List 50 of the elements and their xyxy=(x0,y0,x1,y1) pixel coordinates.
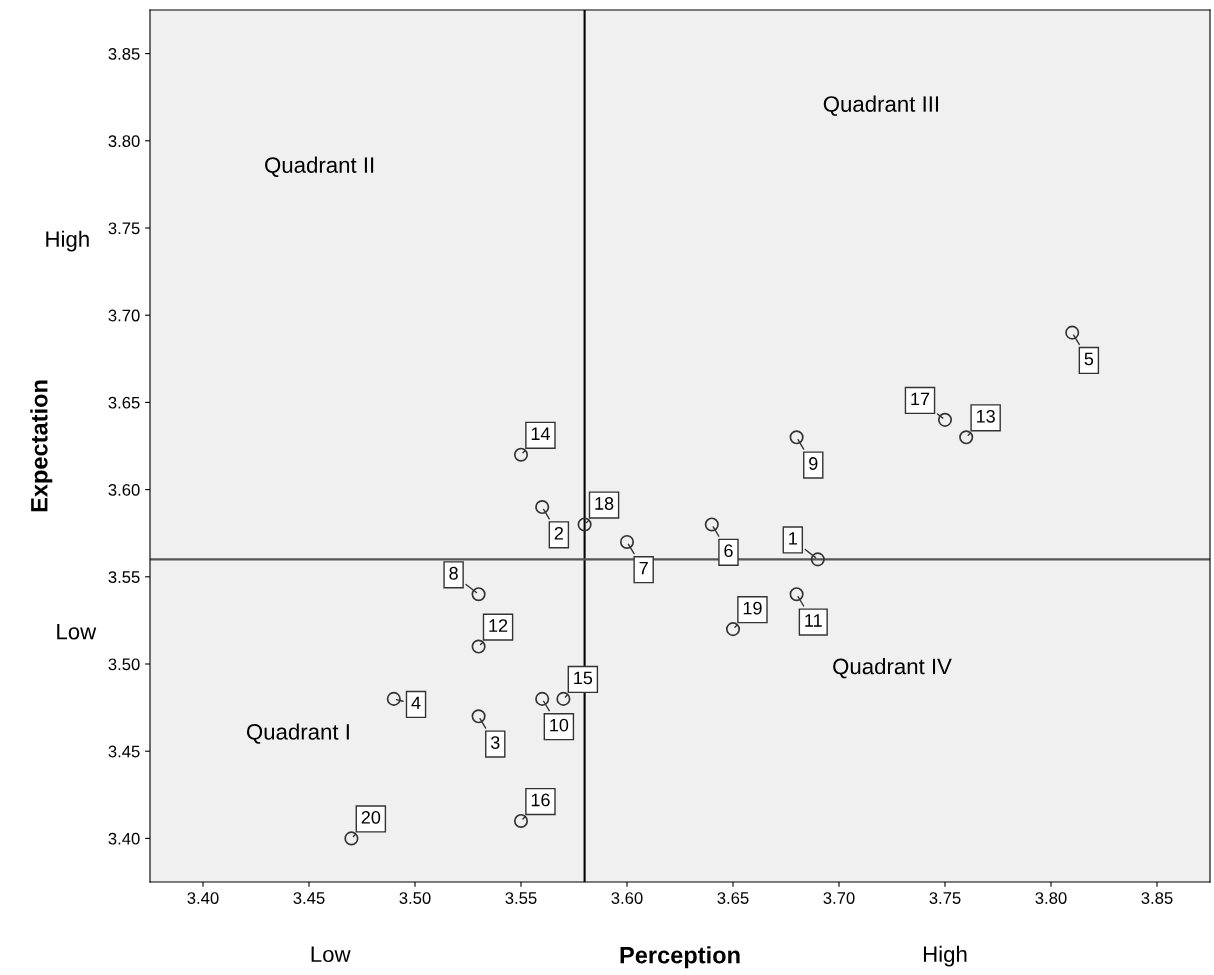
annotation: 20 xyxy=(361,811,381,824)
annotation: 3 xyxy=(490,736,500,749)
y-tick-label: 3.70 xyxy=(108,309,140,322)
annotation: Quadrant IV xyxy=(833,658,952,679)
annotation: 12 xyxy=(489,619,508,632)
annotation: 19 xyxy=(743,601,762,615)
x-tick-label: 3.60 xyxy=(611,892,643,904)
annotation: 11 xyxy=(805,614,822,627)
x-axis-title: Perception xyxy=(620,946,740,969)
x-tick-label: 3.45 xyxy=(293,892,325,904)
annotation: 18 xyxy=(595,497,614,510)
annotation: 2 xyxy=(554,526,563,540)
y-tick-label: 3.45 xyxy=(108,745,140,758)
text: Low xyxy=(311,946,351,963)
y-tick-label: 3.60 xyxy=(108,484,140,496)
x-tick-label: 3.70 xyxy=(823,892,855,904)
y-tick-label: 3.75 xyxy=(108,222,140,235)
x-tick-label: 3.65 xyxy=(717,892,749,904)
annotation: Quadrant III xyxy=(823,95,939,116)
text: High xyxy=(46,230,89,252)
y-tick-label: 3.50 xyxy=(108,658,140,671)
annotation: 9 xyxy=(809,457,818,470)
x-tick-label: 3.50 xyxy=(399,892,431,904)
y-tick-label: 3.80 xyxy=(108,135,140,147)
text: High xyxy=(923,945,967,967)
annotation: 1 xyxy=(789,532,797,545)
y-tick-label: 3.40 xyxy=(108,832,140,845)
annotation: Quadrant I xyxy=(246,723,349,744)
annotation: Quadrant II xyxy=(265,156,374,177)
annotation: 17 xyxy=(911,392,930,406)
annotation: 15 xyxy=(574,671,593,685)
y-tick-label: 3.85 xyxy=(108,48,140,60)
x-tick-label: 3.55 xyxy=(505,892,537,904)
text: Low xyxy=(57,623,97,640)
x-tick-label: 3.40 xyxy=(187,892,219,904)
annotation: 10 xyxy=(550,718,569,732)
annotation: 6 xyxy=(724,544,733,558)
y-axis-title: Expectation xyxy=(30,380,53,512)
annotation: 14 xyxy=(531,427,550,440)
annotation: 8 xyxy=(449,566,458,580)
annotation: 16 xyxy=(531,793,550,807)
y-tick-label: 3.55 xyxy=(108,571,140,583)
x-tick-label: 3.80 xyxy=(1035,892,1067,904)
annotation: 5 xyxy=(1084,352,1094,366)
annotation: 7 xyxy=(639,561,648,575)
annotation: 13 xyxy=(976,409,995,423)
annotation: 4 xyxy=(411,696,421,710)
x-tick-label: 3.75 xyxy=(929,892,961,904)
x-tick-label: 3.85 xyxy=(1141,892,1173,904)
y-tick-label: 3.65 xyxy=(108,396,140,409)
